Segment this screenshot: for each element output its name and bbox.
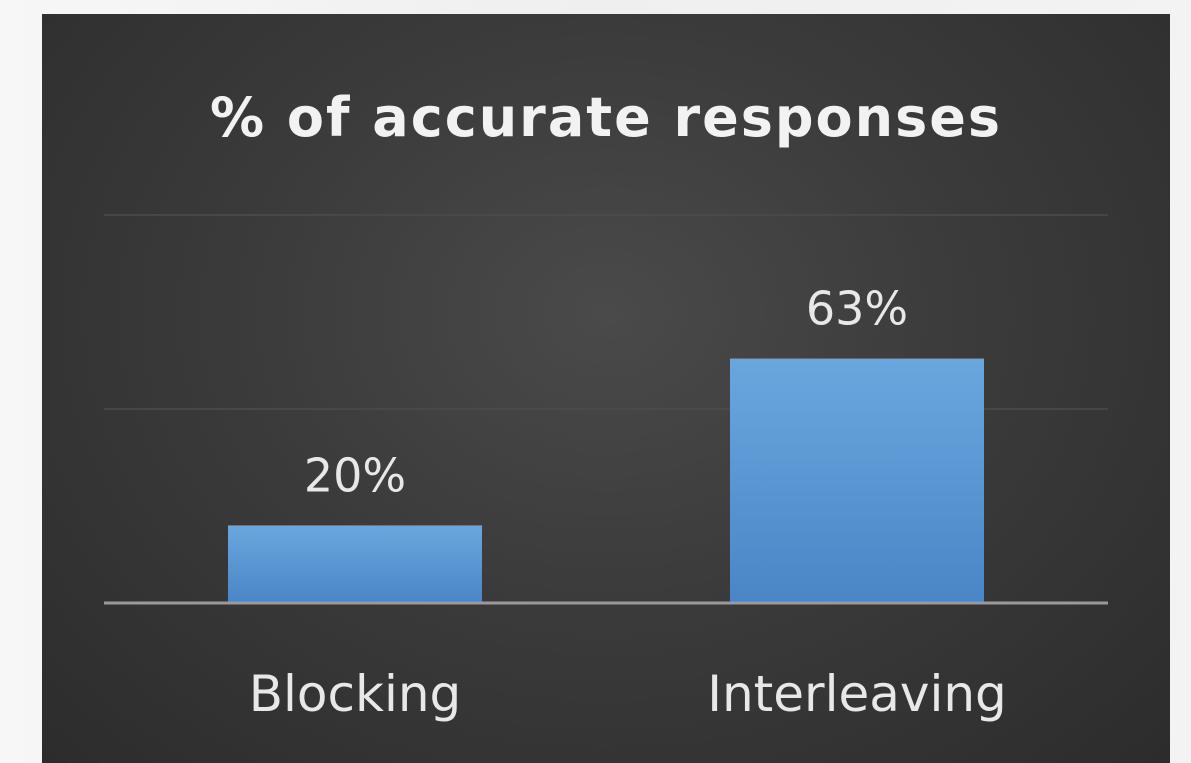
bar-chart: 20% Blocking 63% Interleaving (104, 214, 1108, 723)
data-label: 63% (806, 282, 908, 336)
chart-panel: % of accurate responses 20% Blocking 63% In… (42, 14, 1170, 763)
bar-interleaving (730, 358, 984, 603)
data-label: 20% (304, 448, 406, 502)
bar-blocking (228, 525, 482, 603)
category-label: Blocking (249, 665, 462, 723)
chart-title: % of accurate responses (209, 86, 1002, 149)
category-label: Interleaving (707, 665, 1007, 723)
